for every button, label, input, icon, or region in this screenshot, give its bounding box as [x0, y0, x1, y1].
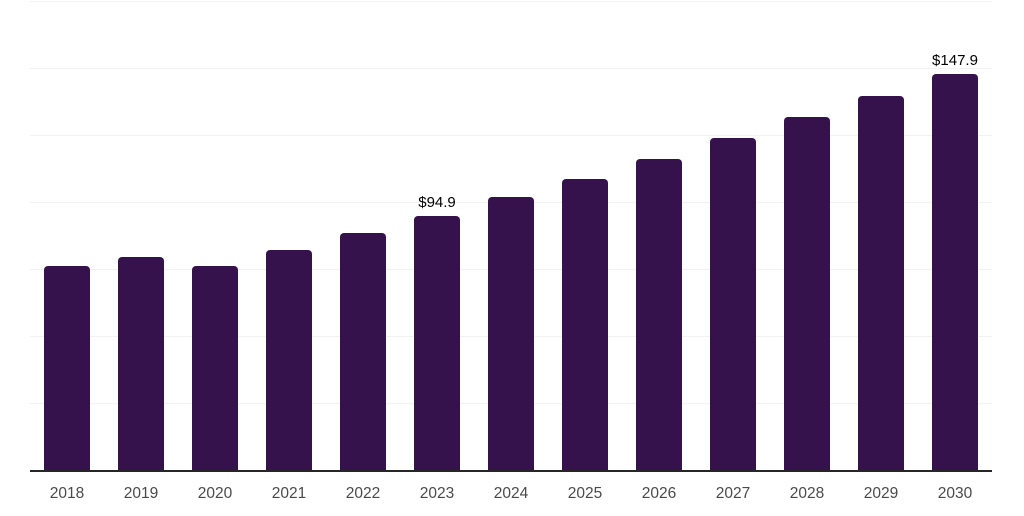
x-tick-label-2029: 2029	[863, 485, 899, 502]
bar-slot-2024	[474, 1, 548, 470]
x-tick-label-2026: 2026	[641, 485, 677, 502]
bar-2021	[266, 249, 312, 470]
bar-2027	[710, 138, 756, 470]
plot-area: $94.9 $147.9	[30, 1, 992, 470]
x-tick-label-2023: 2023	[419, 485, 455, 502]
bar-2026	[636, 159, 682, 470]
bar-2025	[562, 179, 608, 470]
x-tick-label-2021: 2021	[271, 485, 307, 502]
bar-slot-2022	[326, 1, 400, 470]
bar-slot-2028	[770, 1, 844, 470]
bar-slot-2030: $147.9	[918, 1, 992, 470]
bar-slot-2029	[844, 1, 918, 470]
bar-slot-2020	[178, 1, 252, 470]
bars-row: $94.9 $147.9	[30, 1, 992, 470]
bar-slot-2021	[252, 1, 326, 470]
bar-chart: $94.9 $147.9 2018 2019 2020 2021 2022 2023 2024…	[30, 1, 992, 516]
x-tick-label-2030: 2030	[937, 485, 973, 502]
bar-2028	[784, 117, 830, 470]
bar-slot-2018	[30, 1, 104, 470]
x-tick-label-2020: 2020	[197, 485, 233, 502]
x-tick-label-2022: 2022	[345, 485, 381, 502]
bar-slot-2025	[548, 1, 622, 470]
x-axis-tick-labels: 2018 2019 2020 2021 2022 2023 2024 2025 2026 2027…	[30, 472, 992, 516]
x-tick-label-2028: 2028	[789, 485, 825, 502]
gridline	[30, 68, 992, 69]
bar-slot-2027	[696, 1, 770, 470]
x-tick-label-2024: 2024	[493, 485, 529, 502]
bar-2019	[118, 256, 164, 470]
bar-value-label-2030: $147.9	[932, 51, 978, 69]
bar-2022	[340, 233, 386, 470]
bar-value-label-2023: $94.9	[418, 193, 456, 211]
bar-slot-2019	[104, 1, 178, 470]
x-tick-label-2027: 2027	[715, 485, 751, 502]
gridline	[30, 1, 992, 2]
bar-slot-2026	[622, 1, 696, 470]
bar-2023	[414, 215, 460, 470]
bar-slot-2023: $94.9	[400, 1, 474, 470]
x-tick-label-2019: 2019	[123, 485, 159, 502]
x-tick-label-2018: 2018	[49, 485, 85, 502]
bar-2018	[44, 265, 90, 470]
bar-2029	[858, 95, 904, 470]
bar-2030	[932, 73, 978, 470]
x-tick-label-2025: 2025	[567, 485, 603, 502]
x-axis-line	[30, 470, 992, 472]
bar-2024	[488, 197, 534, 470]
gridline	[30, 135, 992, 136]
bar-2020	[192, 266, 238, 470]
